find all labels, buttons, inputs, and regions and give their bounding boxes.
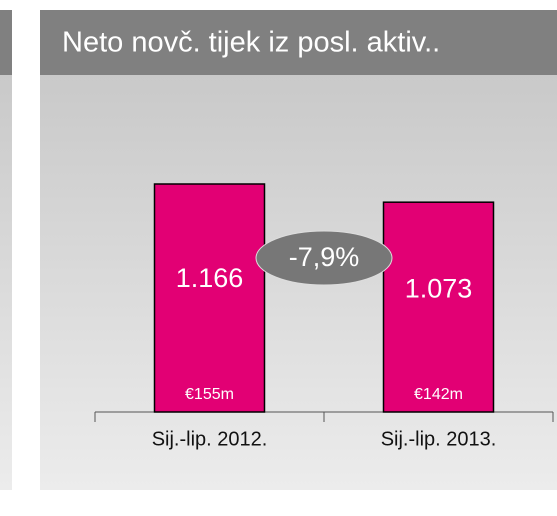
x-tick-label: Sij.-lip. 2013. — [381, 428, 497, 450]
value-label: 1.166 — [176, 263, 244, 293]
change-badge — [255, 230, 393, 286]
bar — [382, 201, 495, 413]
value-label: 1.073 — [405, 273, 473, 303]
bar-note: €155m — [185, 386, 234, 403]
bar — [153, 183, 266, 413]
x-tick-label: Sij.-lip. 2012. — [152, 428, 268, 450]
chart-title: Neto novč. tijek iz posl. aktiv.. — [62, 27, 440, 59]
change-label: -7,9% — [289, 242, 360, 272]
panel-header — [40, 10, 557, 75]
side-panel-header — [0, 10, 12, 75]
bar-note: €142m — [414, 386, 463, 403]
side-panel — [0, 75, 12, 490]
